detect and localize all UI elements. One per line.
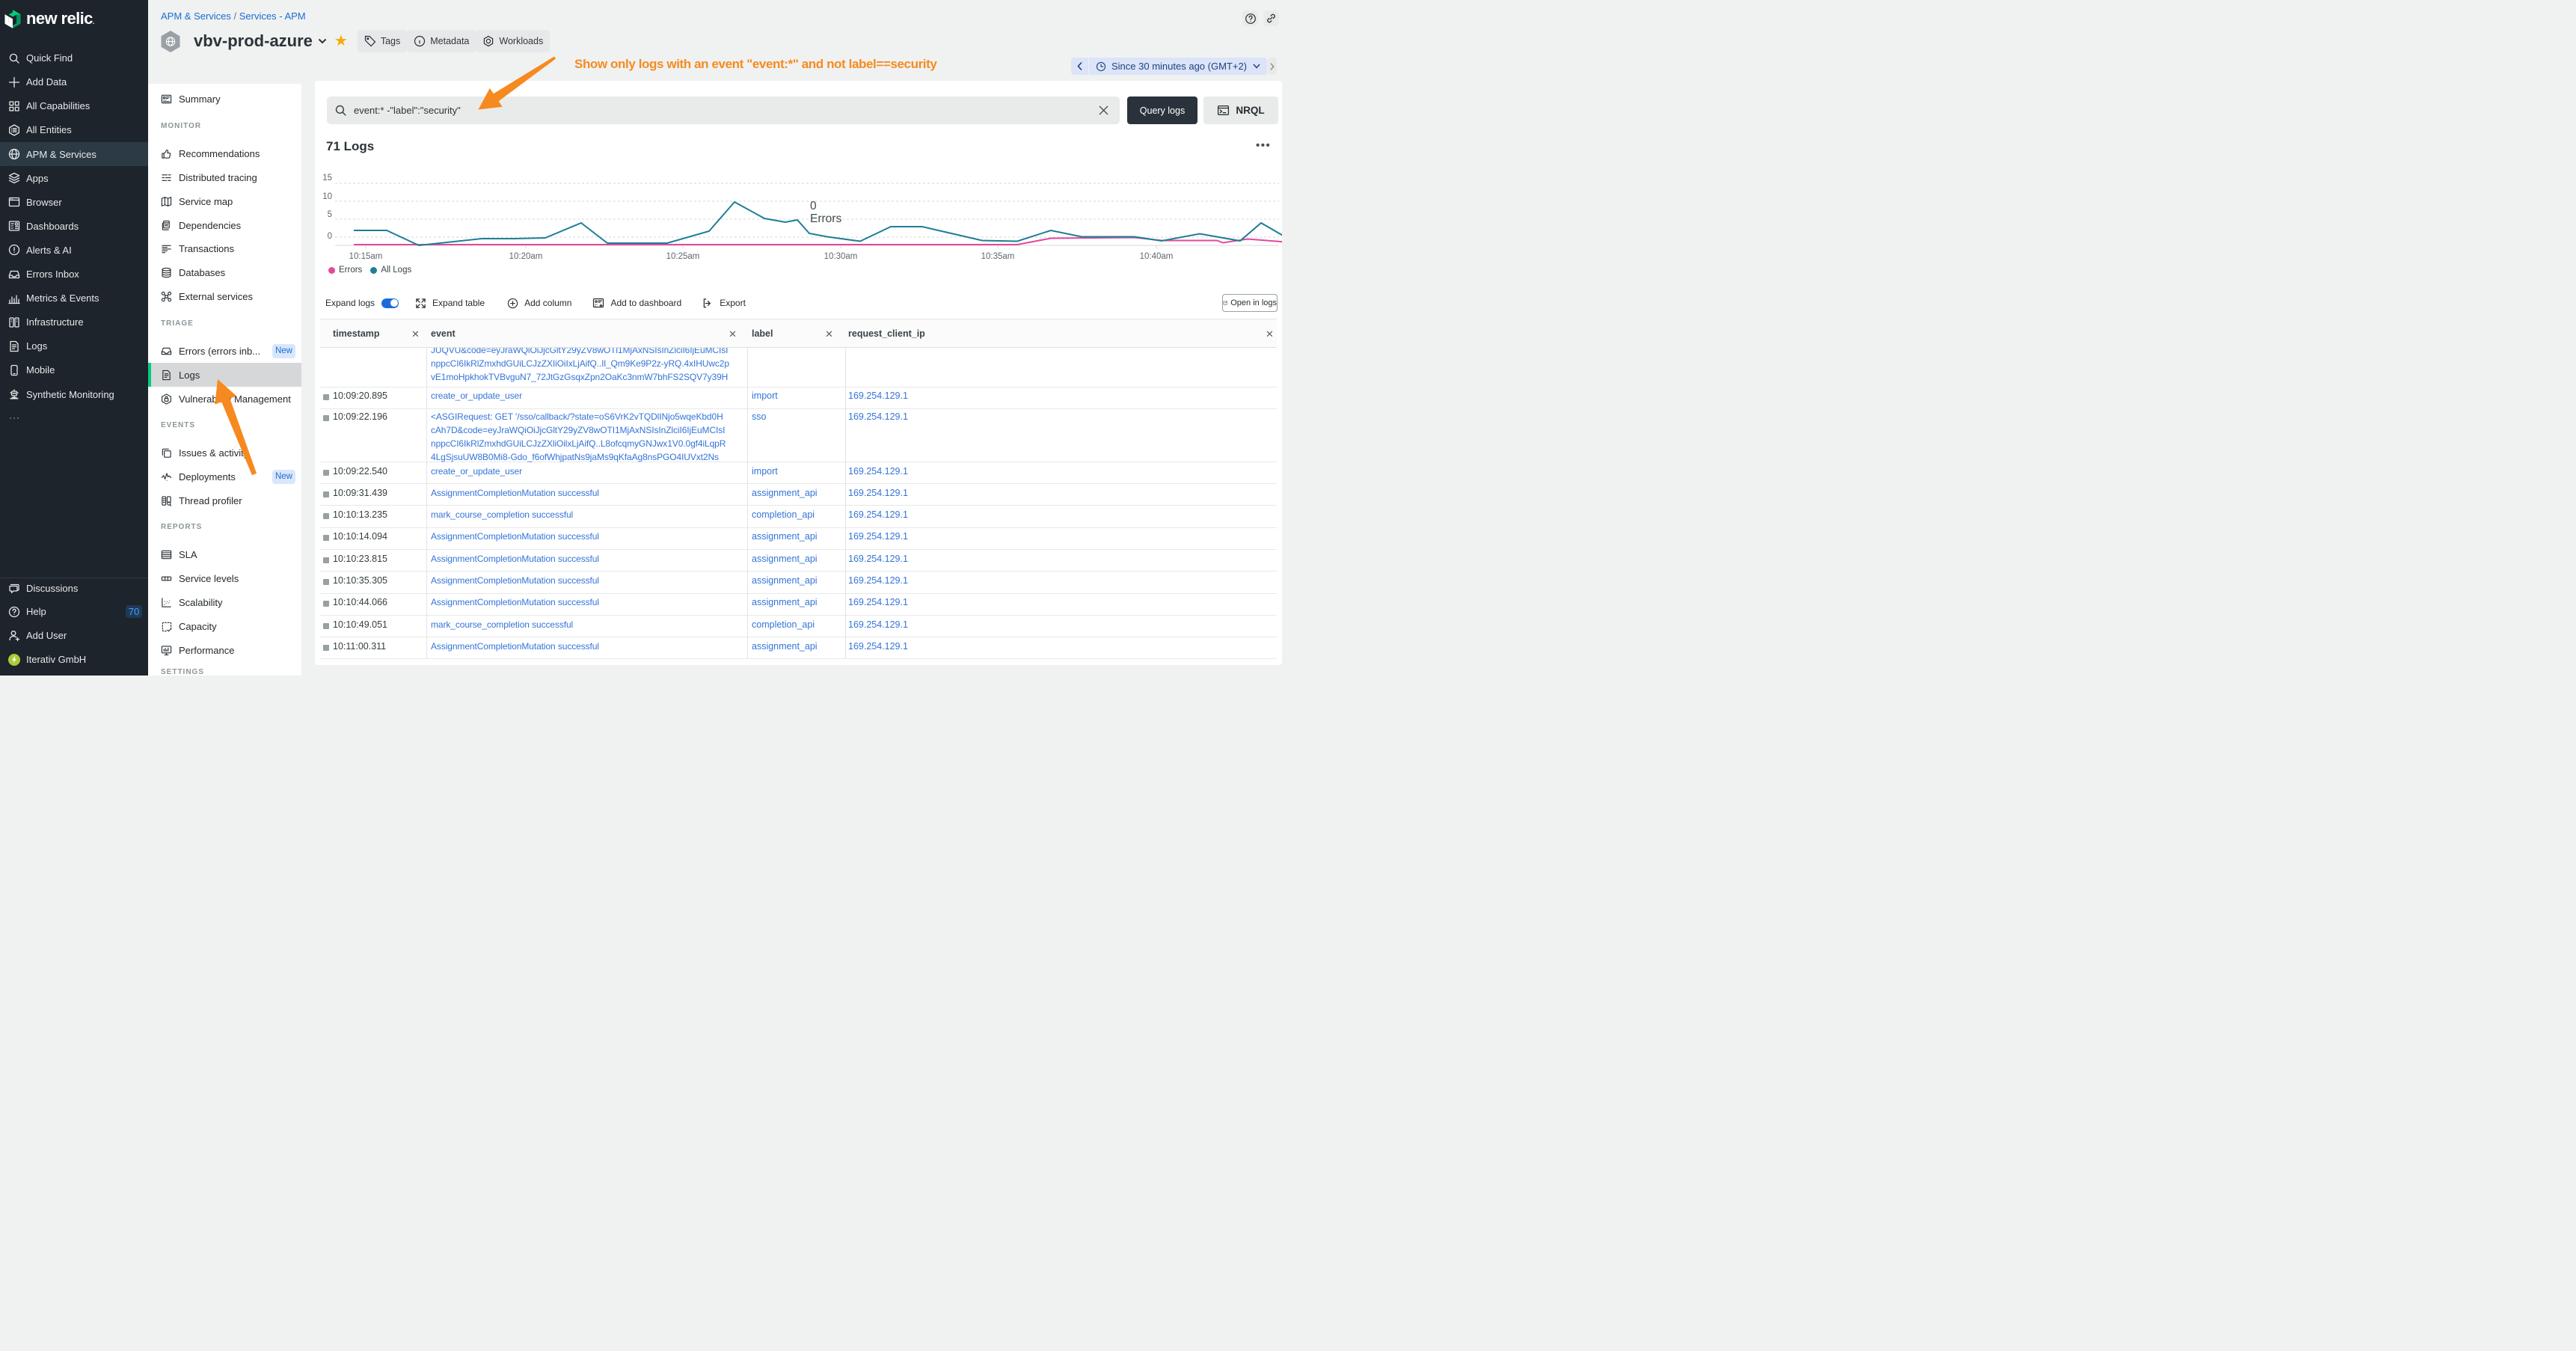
svg-text:10:40am: 10:40am	[1140, 252, 1174, 260]
svg-text:10: 10	[322, 192, 332, 201]
svg-text:0: 0	[328, 232, 332, 241]
svg-text:5: 5	[328, 210, 332, 219]
svg-text:10:20am: 10:20am	[509, 252, 543, 260]
svg-text:10:15am: 10:15am	[349, 252, 383, 260]
svg-text:10:35am: 10:35am	[981, 252, 1015, 260]
svg-text:10:25am: 10:25am	[666, 252, 700, 260]
svg-text:15: 15	[322, 174, 332, 183]
svg-text:10:30am: 10:30am	[824, 252, 858, 260]
